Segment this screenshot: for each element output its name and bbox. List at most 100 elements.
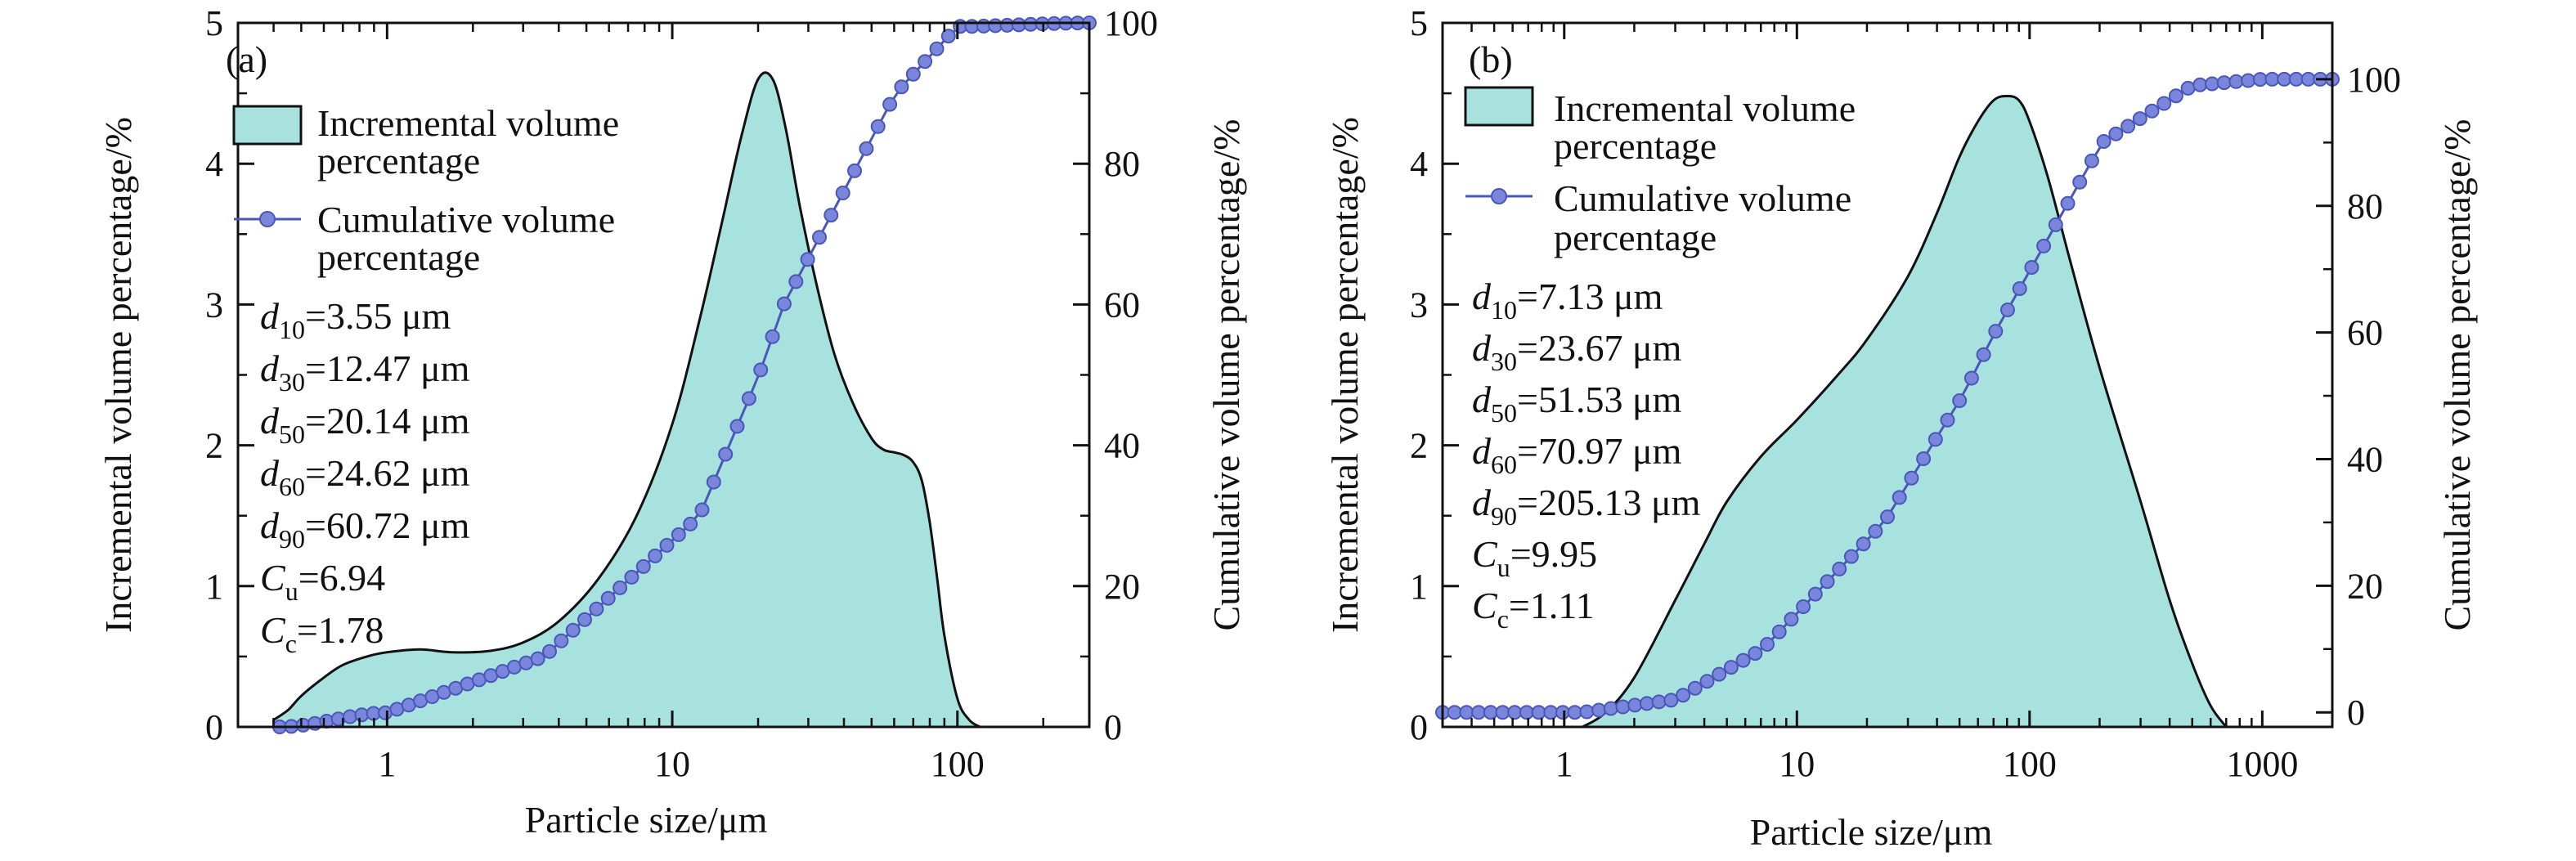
cumulative-point-b <box>2048 217 2063 232</box>
cumulative-point-a <box>788 274 804 289</box>
cumulative-point-a <box>577 612 592 627</box>
stat-symbol: d <box>260 504 280 546</box>
stat-subscript: 60 <box>1491 450 1517 479</box>
x-axis-label-b: Particle size/μm <box>1750 811 1993 853</box>
y-tick-label-left-b: 2 <box>1410 426 1428 466</box>
cumulative-point-b <box>1676 688 1691 703</box>
cumulative-point-b <box>1771 624 1787 639</box>
stat-value: =205.13 μm <box>1517 482 1701 523</box>
cumulative-point-a <box>940 29 956 44</box>
cumulative-point-a <box>894 79 909 95</box>
stat-annotation-b: d60=70.97 μm <box>1472 430 1682 479</box>
y-tick-label-left-b: 0 <box>1410 707 1428 747</box>
stat-subscript: 60 <box>279 472 305 501</box>
y-axis-label-left-b: Incremental volume percentage/% <box>1324 117 1366 633</box>
y-tick-label-left-a: 4 <box>205 144 223 184</box>
cumulative-point-a <box>694 502 710 518</box>
cumulative-point-b <box>2288 71 2304 87</box>
cumulative-point-b <box>2072 174 2088 190</box>
stat-subscript: u <box>1497 553 1510 582</box>
stat-value: =12.47 μm <box>305 348 470 389</box>
stat-subscript: 30 <box>279 367 305 397</box>
cumulative-point-a <box>800 252 815 267</box>
y-tick-label-right-a: 0 <box>1104 707 1122 747</box>
legend-label-incremental-a: Incremental volume <box>317 102 619 144</box>
stat-value: =1.78 <box>297 609 384 651</box>
legend-label-cumulative-cont-b: percentage <box>1554 217 1717 258</box>
cumulative-point-b <box>1820 574 1835 590</box>
x-tick-label-b: 100 <box>2003 744 2057 784</box>
cumulative-point-b <box>1567 705 1582 720</box>
legend-swatch-incremental-b <box>1464 86 1534 127</box>
cumulative-point-b <box>1483 705 1498 720</box>
stat-value: =23.67 μm <box>1517 327 1682 369</box>
stat-value: =6.94 <box>298 557 385 599</box>
y-tick-label-right-b: 80 <box>2347 186 2383 226</box>
legend-a: Incremental volume percentage Cumulative… <box>232 102 619 278</box>
cumulative-point-a <box>613 580 628 595</box>
legend-swatch-incremental-a <box>232 105 303 146</box>
cumulative-point-b <box>1904 470 1919 486</box>
stat-symbol: d <box>260 295 280 337</box>
y-axis-label-right-a: Cumulative volume percentage/% <box>1205 119 1247 631</box>
legend-label-cumulative-cont-a: percentage <box>317 236 480 278</box>
y-tick-label-left-a: 0 <box>205 707 223 747</box>
cumulative-point-a <box>659 537 675 553</box>
stat-subscript: 50 <box>1491 398 1517 428</box>
cumulative-point-b <box>1459 705 1474 720</box>
stat-subscript: c <box>285 629 297 658</box>
cumulative-point-a <box>859 141 874 156</box>
cumulative-point-a <box>718 446 734 462</box>
stat-symbol: C <box>1472 533 1498 575</box>
cumulative-point-a <box>765 329 780 344</box>
stat-symbol: d <box>260 452 280 494</box>
incremental-area-b <box>1578 94 2229 729</box>
x-tick-label-a: 10 <box>654 744 690 784</box>
y-tick-label-left-b: 4 <box>1410 144 1428 184</box>
cumulative-point-b <box>2180 80 2196 96</box>
cumulative-point-b <box>1892 490 1907 505</box>
cumulative-point-a <box>847 163 862 178</box>
y-tick-label-left-b: 5 <box>1410 3 1428 43</box>
cumulative-point-b <box>2108 126 2124 141</box>
y-tick-label-right-b: 40 <box>2347 439 2383 479</box>
cumulative-point-b <box>1807 586 1823 602</box>
stat-subscript: 90 <box>1491 501 1517 531</box>
stat-value: =9.95 <box>1510 533 1597 575</box>
stat-annotation-b: Cu=9.95 <box>1472 533 1597 582</box>
stat-symbol: d <box>1472 276 1492 317</box>
incremental-area-a <box>272 71 985 729</box>
cumulative-point-a <box>343 709 357 724</box>
cumulative-point-b <box>1784 612 1799 627</box>
y-tick-label-left-a: 1 <box>205 567 223 607</box>
stat-annotation-b: d30=23.67 μm <box>1472 327 1682 376</box>
stat-value: =20.14 μm <box>305 400 470 442</box>
stat-symbol: d <box>260 400 280 442</box>
stat-annotation-a: Cu=6.94 <box>260 557 385 606</box>
cumulative-point-b <box>1988 324 2004 339</box>
stat-subscript: u <box>285 576 298 606</box>
stat-annotation-b: Cc=1.11 <box>1472 585 1595 634</box>
cumulative-point-b <box>2156 96 2172 111</box>
cumulative-point-b <box>1543 705 1559 720</box>
cumulative-point-b <box>1748 646 1763 661</box>
y-tick-label-right-b: 100 <box>2347 60 2401 100</box>
legend-label-incremental-b: Incremental volume <box>1554 87 1856 129</box>
stat-annotation-a: d30=12.47 μm <box>260 348 470 397</box>
cumulative-point-b <box>2144 103 2160 119</box>
cumulative-point-a <box>741 391 756 406</box>
cumulative-point-b <box>1447 705 1462 720</box>
cumulative-point-b <box>1495 705 1510 720</box>
cumulative-point-b <box>1519 705 1534 720</box>
stat-subscript: 10 <box>1491 295 1517 325</box>
cumulative-point-b <box>1856 536 1871 552</box>
cumulative-point-a <box>729 419 745 434</box>
legend-label-incremental-cont-a: percentage <box>317 140 480 182</box>
cumulative-point-a <box>671 527 686 542</box>
y-tick-label-right-a: 20 <box>1104 567 1140 607</box>
cumulative-series-b <box>1435 71 2340 720</box>
cumulative-point-b <box>2132 111 2147 127</box>
cumulative-point-a <box>824 208 839 223</box>
